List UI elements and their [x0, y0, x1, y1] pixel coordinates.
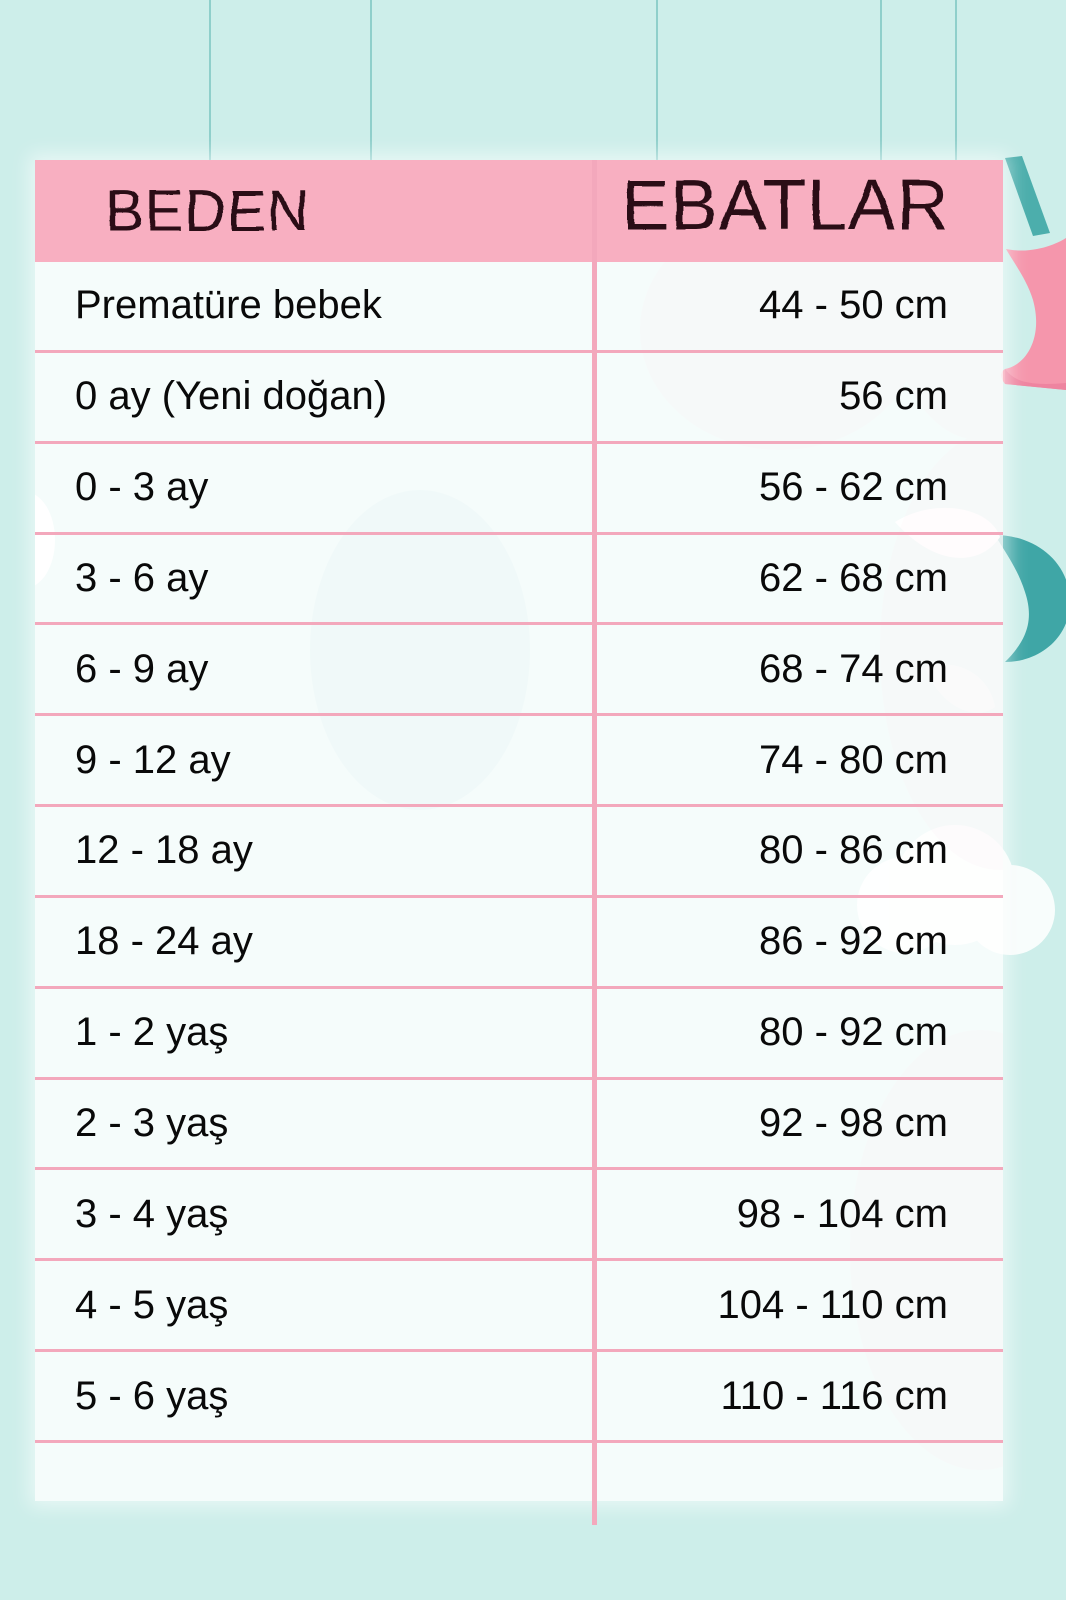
svg-text:BEDEN: BEDEN — [105, 179, 310, 244]
svg-text:EBATLAR: EBATLAR — [622, 166, 950, 245]
